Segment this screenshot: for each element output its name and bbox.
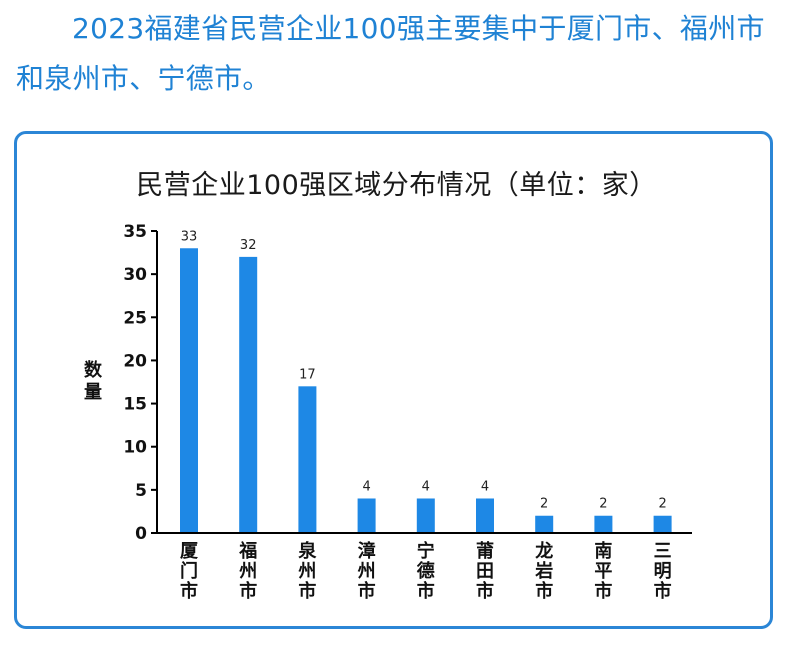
headline: 2023福建省民营企业100强主要集中于厦门市、福州市和泉州市、宁德市。 xyxy=(16,12,765,95)
y-axis-label: 数量 xyxy=(84,360,102,403)
chart-card xyxy=(14,131,773,629)
data-label: 2 xyxy=(658,497,666,512)
x-tick-label: 龙岩市 xyxy=(534,540,553,602)
x-axis-ticks: 厦门市 福州市 泉州市 漳州市 宁德市 莆田市 龙岩市 南平市 三明市 xyxy=(180,540,672,602)
data-label: 4 xyxy=(422,479,430,494)
data-label: 2 xyxy=(599,497,607,512)
bar xyxy=(298,386,317,533)
x-tick-label: 莆田市 xyxy=(476,541,494,602)
bar xyxy=(535,515,554,533)
data-label: 33 xyxy=(181,229,198,244)
x-tick-label: 厦门市 xyxy=(180,541,199,602)
y-tick-label: 10 xyxy=(123,438,147,458)
y-tick-label: 15 xyxy=(123,395,147,415)
x-tick-label: 南平市 xyxy=(594,540,612,602)
y-tick-label: 5 xyxy=(135,481,147,501)
x-tick-label: 漳州市 xyxy=(357,540,376,602)
bar xyxy=(180,248,198,533)
y-tick-label: 35 xyxy=(123,222,147,242)
bar xyxy=(476,498,494,533)
bar xyxy=(357,498,376,533)
chart-title: 民营企业100强区域分布情况（单位：家） xyxy=(136,170,657,201)
y-tick-label: 30 xyxy=(123,265,147,285)
bar xyxy=(416,498,435,533)
x-tick-label: 泉州市 xyxy=(297,540,317,602)
bar xyxy=(594,515,613,533)
data-label: 2 xyxy=(540,497,548,512)
bars xyxy=(180,248,672,533)
data-label: 32 xyxy=(240,238,257,253)
y-tick-label: 0 xyxy=(135,524,147,544)
x-tick-label: 宁德市 xyxy=(417,540,435,602)
bar xyxy=(239,256,258,533)
data-label: 17 xyxy=(299,367,316,382)
data-labels: 33 32 17 4 4 4 2 2 2 xyxy=(181,229,667,511)
y-axis-ticks: 0 5 10 15 20 25 30 35 xyxy=(123,222,157,544)
bar xyxy=(653,515,672,533)
data-label: 4 xyxy=(362,479,370,494)
data-label: 4 xyxy=(481,479,489,494)
y-tick-label: 20 xyxy=(123,351,147,371)
y-tick-label: 25 xyxy=(123,308,147,328)
x-tick-label: 福州市 xyxy=(238,540,257,602)
x-tick-label: 三明市 xyxy=(654,541,672,602)
